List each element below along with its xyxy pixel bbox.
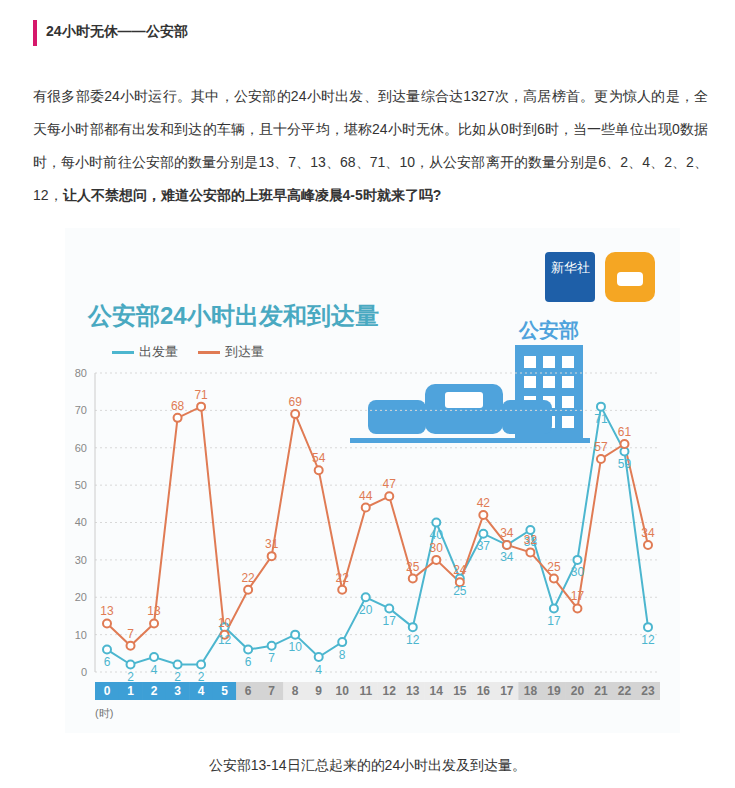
svg-text:23: 23 <box>641 684 655 698</box>
svg-text:12: 12 <box>383 684 397 698</box>
svg-text:25: 25 <box>453 584 467 598</box>
svg-text:30: 30 <box>75 554 87 566</box>
svg-text:17: 17 <box>547 614 561 628</box>
svg-text:59: 59 <box>618 457 632 471</box>
svg-text:6: 6 <box>245 684 252 698</box>
svg-text:25: 25 <box>406 560 420 574</box>
svg-text:12: 12 <box>641 633 655 647</box>
svg-text:4: 4 <box>315 663 322 677</box>
svg-text:20: 20 <box>571 684 585 698</box>
svg-text:70: 70 <box>75 404 87 416</box>
svg-text:34: 34 <box>500 526 514 540</box>
svg-text:31: 31 <box>265 537 279 551</box>
svg-text:10: 10 <box>288 640 302 654</box>
svg-text:54: 54 <box>312 451 326 465</box>
svg-text:37: 37 <box>477 539 491 553</box>
svg-text:24: 24 <box>453 563 467 577</box>
html-text:24小时无休——公安部: 24小时无休——公安部 <box>46 23 188 39</box>
svg-text:6: 6 <box>245 655 252 669</box>
svg-text:6: 6 <box>104 655 111 669</box>
svg-text:9: 9 <box>315 684 322 698</box>
svg-text:10: 10 <box>218 616 232 630</box>
svg-text:80: 80 <box>75 367 87 379</box>
svg-text:2: 2 <box>127 670 134 684</box>
svg-text:40: 40 <box>429 528 443 542</box>
svg-text:2: 2 <box>151 684 158 698</box>
svg-text:22: 22 <box>618 684 632 698</box>
html-text:公安部24小时出发和到达量: 公安部24小时出发和到达量 <box>88 302 379 329</box>
svg-text:68: 68 <box>171 399 185 413</box>
svg-text:11: 11 <box>359 684 372 698</box>
svg-text:71: 71 <box>594 412 608 426</box>
svg-text:16: 16 <box>477 684 491 698</box>
svg-text:22: 22 <box>336 571 350 585</box>
svg-text:20: 20 <box>359 603 373 617</box>
svg-text:新华社: 新华社 <box>551 260 590 275</box>
svg-text:8: 8 <box>339 648 346 662</box>
svg-text:30: 30 <box>571 565 585 579</box>
svg-text:50: 50 <box>75 479 87 491</box>
svg-text:5: 5 <box>221 684 228 698</box>
svg-text:14: 14 <box>430 684 444 698</box>
svg-text:8: 8 <box>292 684 299 698</box>
svg-text:71: 71 <box>194 388 208 402</box>
svg-text:13: 13 <box>406 684 420 698</box>
svg-text:18: 18 <box>524 684 538 698</box>
svg-text:32: 32 <box>524 533 538 547</box>
svg-text:13: 13 <box>147 604 161 618</box>
svg-text:12: 12 <box>406 633 420 647</box>
svg-text:7: 7 <box>127 627 134 641</box>
svg-text:12: 12 <box>218 633 232 647</box>
svg-text:17: 17 <box>571 589 585 603</box>
svg-text:40: 40 <box>75 516 87 528</box>
html-text:出发量: 出发量 <box>139 344 178 359</box>
svg-text:4: 4 <box>198 684 205 698</box>
html-text:有很多部委24小时运行。其中，公安部的24小时出发、到达量综: 有很多部委24小时运行。其中，公安部的24小时出发、到达量综合达1327次，高居… <box>33 88 708 203</box>
svg-text:10: 10 <box>336 684 350 698</box>
svg-text:47: 47 <box>383 477 397 491</box>
svg-text:7: 7 <box>268 651 275 665</box>
svg-text:61: 61 <box>618 425 632 439</box>
svg-text:34: 34 <box>641 526 655 540</box>
svg-text:34: 34 <box>500 550 514 564</box>
svg-text:69: 69 <box>288 395 302 409</box>
svg-text:17: 17 <box>500 684 514 698</box>
svg-text:1: 1 <box>127 684 134 698</box>
svg-text:15: 15 <box>453 684 467 698</box>
svg-text:2: 2 <box>198 670 205 684</box>
svg-text:22: 22 <box>241 571 255 585</box>
svg-text:60: 60 <box>75 442 87 454</box>
svg-text:21: 21 <box>594 684 608 698</box>
html-text:(时): (时) <box>95 707 114 719</box>
svg-text:公安部: 公安部 <box>518 319 579 341</box>
svg-text:3: 3 <box>174 684 181 698</box>
svg-text:25: 25 <box>547 560 561 574</box>
html-text:公安部13-14日汇总起来的的24小时出发及到达量。: 公安部13-14日汇总起来的的24小时出发及到达量。 <box>208 757 527 773</box>
svg-text:4: 4 <box>151 663 158 677</box>
svg-text:30: 30 <box>430 541 444 555</box>
svg-text:13: 13 <box>100 604 114 618</box>
svg-text:19: 19 <box>547 684 561 698</box>
svg-text:57: 57 <box>594 440 608 454</box>
html-text:到达量: 到达量 <box>225 344 264 359</box>
svg-text:0: 0 <box>81 666 87 678</box>
svg-text:2: 2 <box>174 670 181 684</box>
svg-text:7: 7 <box>268 684 275 698</box>
svg-text:42: 42 <box>477 496 491 510</box>
svg-text:17: 17 <box>383 614 397 628</box>
svg-text:0: 0 <box>104 684 111 698</box>
svg-text:44: 44 <box>359 489 373 503</box>
svg-text:10: 10 <box>75 629 87 641</box>
svg-text:20: 20 <box>75 591 87 603</box>
